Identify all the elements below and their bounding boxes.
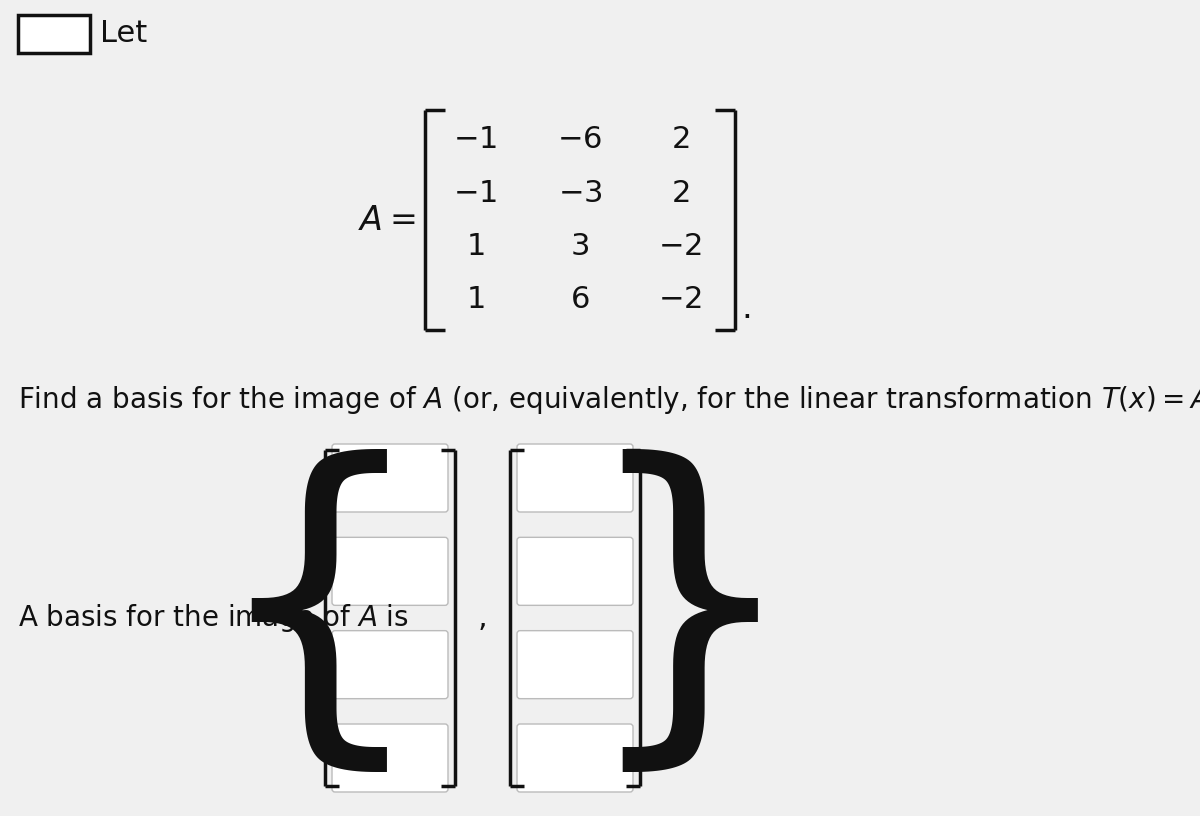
FancyBboxPatch shape: [18, 15, 90, 53]
FancyBboxPatch shape: [332, 631, 448, 698]
Text: $1$: $1$: [466, 233, 485, 261]
FancyBboxPatch shape: [332, 724, 448, 792]
Text: $A =$: $A =$: [358, 203, 415, 237]
Text: $\{$: $\{$: [206, 449, 388, 787]
Text: Let: Let: [100, 20, 148, 48]
Text: $-1$: $-1$: [452, 126, 497, 154]
Text: .: .: [695, 623, 704, 653]
FancyBboxPatch shape: [517, 537, 634, 605]
Text: $\}$: $\}$: [577, 449, 758, 787]
FancyBboxPatch shape: [517, 631, 634, 698]
FancyBboxPatch shape: [517, 724, 634, 792]
Text: $-3$: $-3$: [558, 179, 602, 208]
Text: A basis for the image of $A$ is: A basis for the image of $A$ is: [18, 602, 409, 634]
Text: ,: ,: [478, 604, 487, 632]
Text: $3$: $3$: [570, 233, 589, 261]
Text: $1$: $1$: [466, 286, 485, 314]
FancyBboxPatch shape: [332, 444, 448, 512]
Text: $2$: $2$: [671, 179, 689, 208]
Text: $-2$: $-2$: [658, 233, 702, 261]
FancyBboxPatch shape: [332, 537, 448, 605]
Text: $-2$: $-2$: [658, 286, 702, 314]
Text: $2$: $2$: [671, 126, 689, 154]
Text: $6$: $6$: [570, 286, 589, 314]
FancyBboxPatch shape: [517, 444, 634, 512]
Text: $-1$: $-1$: [452, 179, 497, 208]
Text: $-6$: $-6$: [558, 126, 602, 154]
Text: .: .: [742, 292, 751, 325]
Text: Find a basis for the image of $A$ (or, equivalently, for the linear transformati: Find a basis for the image of $A$ (or, e…: [18, 384, 1200, 416]
